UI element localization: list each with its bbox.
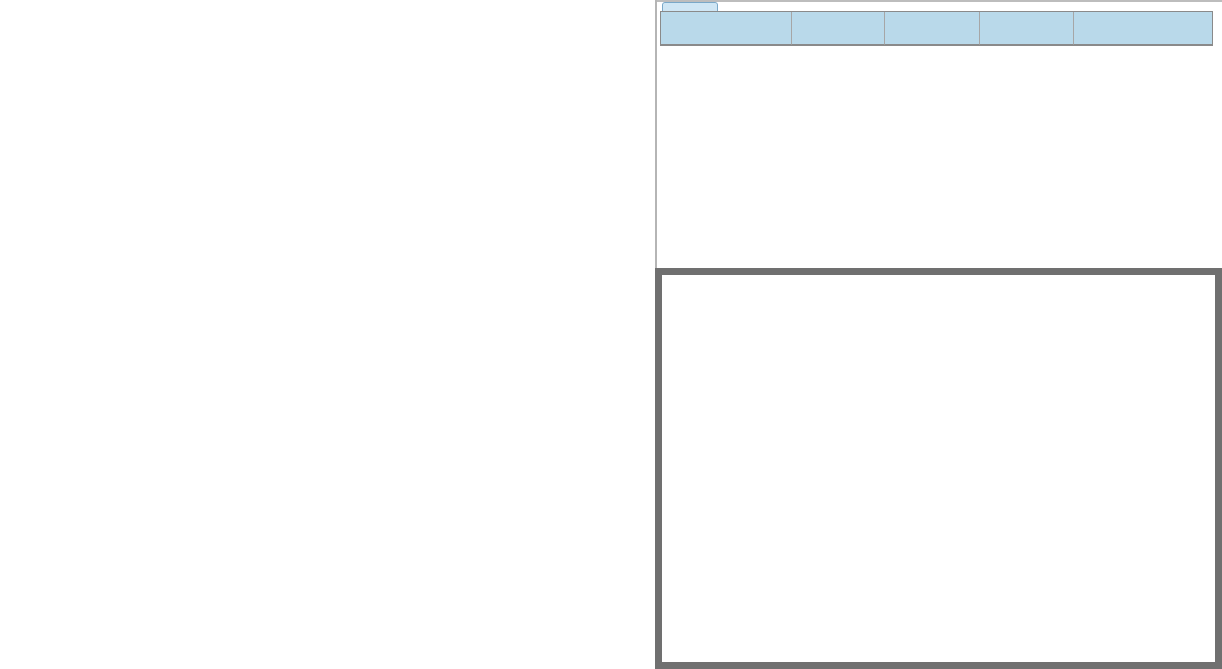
- edge-attribute-table: [660, 11, 1213, 46]
- table-header-row: [661, 12, 1212, 45]
- detail-network-viewport: [662, 275, 1215, 662]
- detail-network-panel: [655, 268, 1222, 669]
- overview-network-panel: [0, 0, 655, 669]
- detail-network-canvas[interactable]: [662, 275, 1215, 662]
- table-tab-strip: [657, 0, 1222, 11]
- column-header-end-point[interactable]: [980, 12, 1074, 45]
- column-header-chromosome[interactable]: [792, 12, 885, 45]
- column-header-shared-name[interactable]: [661, 12, 792, 45]
- column-header-genetic[interactable]: [1074, 12, 1212, 45]
- table-panel-tab[interactable]: [662, 2, 718, 11]
- overview-network-canvas[interactable]: [0, 0, 655, 669]
- column-header-start-point[interactable]: [885, 12, 980, 45]
- edge-attribute-table-panel: [655, 0, 1222, 268]
